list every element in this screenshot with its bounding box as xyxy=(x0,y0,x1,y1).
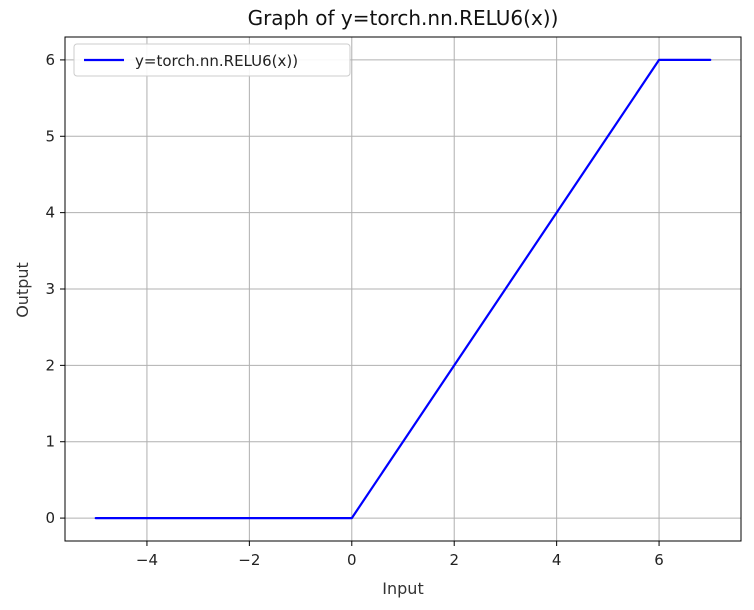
series-line-relu6 xyxy=(94,58,712,520)
y-tick-label: 3 xyxy=(45,280,55,298)
x-tick-label: 2 xyxy=(449,551,459,569)
x-tick-label: 4 xyxy=(552,551,562,569)
x-tick-label: 6 xyxy=(654,551,664,569)
y-tick-label: 0 xyxy=(45,509,55,527)
legend-entry-label: y=torch.nn.RELU6(x)) xyxy=(135,52,298,70)
y-axis-ticks: 0 1 2 3 4 5 6 xyxy=(45,51,65,527)
y-axis-label: Output xyxy=(13,262,32,318)
y-tick-label: 4 xyxy=(45,204,55,222)
series-layer xyxy=(94,58,712,520)
legend: y=torch.nn.RELU6(x)) xyxy=(73,43,351,77)
y-tick-label: 5 xyxy=(45,127,55,145)
x-tick-label: −4 xyxy=(136,551,158,569)
y-tick-label: 6 xyxy=(45,51,55,69)
y-tick-label: 2 xyxy=(45,356,55,374)
x-tick-label: 0 xyxy=(347,551,357,569)
y-tick-label: 1 xyxy=(45,433,55,451)
chart-title: Graph of y=torch.nn.RELU6(x)) xyxy=(248,6,559,30)
x-axis-label: Input xyxy=(382,579,423,598)
grid xyxy=(65,37,741,541)
legend-box xyxy=(73,43,351,77)
x-axis-ticks: −4 −2 0 2 4 6 xyxy=(136,541,664,569)
x-tick-label: −2 xyxy=(238,551,260,569)
